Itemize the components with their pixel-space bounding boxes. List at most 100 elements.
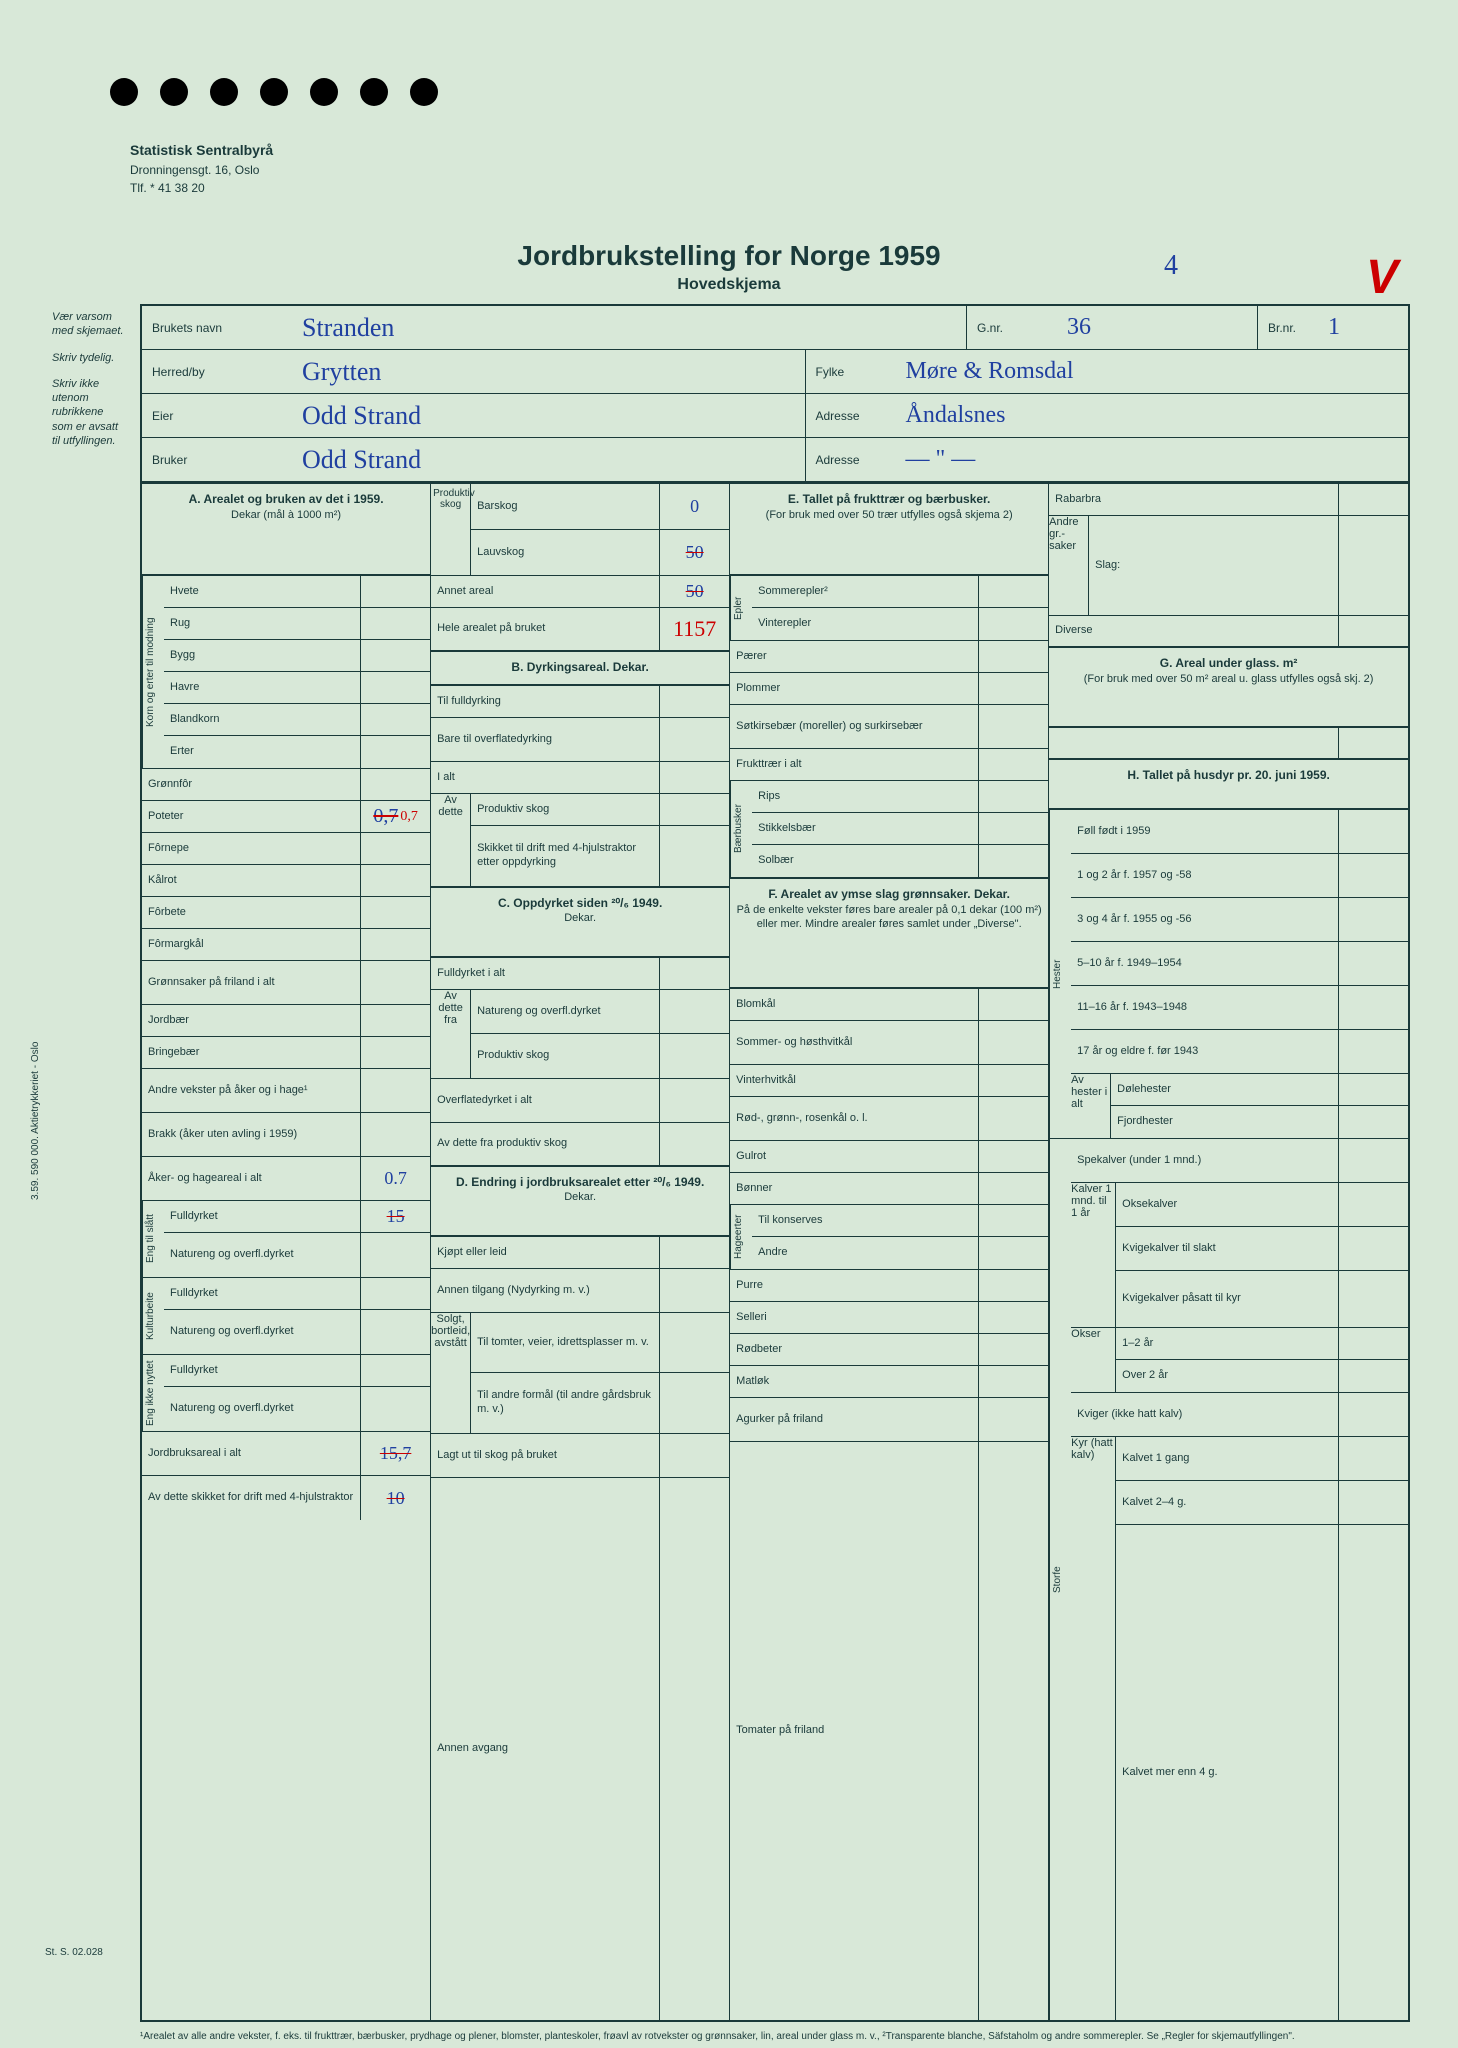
poteter-val: 0,70,7 [360,801,430,832]
f-row-0: Blomkål [730,989,978,1020]
row-blandkorn: Blandkorn [164,704,360,735]
h-kalv-2: Kvigekalver påsatt til kyr [1116,1271,1338,1327]
epler-vlabel: Epler [730,576,752,640]
brnr-label: Br.nr. [1258,321,1328,335]
b-sub-1: Skikket til drift med 4-hjulstraktor ett… [471,826,659,886]
eier-label: Eier [142,409,282,423]
c-row2-0: Overflatedyrket i alt [431,1079,659,1122]
h-hest-0: Føll født i 1959 [1071,810,1338,853]
brukets-navn-label: Brukets navn [142,321,282,335]
row-gronnfor: Grønnfôr [142,769,360,800]
column-b: Produktiv skog Barskog0 Lauvskog50 Annet… [431,484,730,2020]
section-d-title: D. Endring i jordbruksarealet etter ²⁰/₆… [456,1175,704,1189]
b-av-dette: Av dette [431,794,471,886]
e-baer-2: Solbær [752,845,978,877]
gnr-value: 36 [1057,314,1257,341]
row-ei-fulldyrket: Fulldyrket [164,1355,360,1386]
row-rug: Rug [164,608,360,639]
row-havre: Havre [164,672,360,703]
c-row2-1: Av dette fra produktiv skog [431,1123,659,1165]
c-row-0: Fulldyrket i alt [431,958,659,989]
jordbruksareal-val: 15,7 [360,1432,430,1475]
row-kb-fulldyrket: Fulldyrket [164,1278,360,1309]
bureau-phone: Tlf. * 41 38 20 [130,179,273,197]
herred-label: Herred/by [142,365,282,379]
h-oks-1: Over 2 år [1116,1360,1338,1392]
d-row-1: Annen tilgang (Nydyrking m. v.) [431,1269,659,1312]
f-row2-0: Purre [730,1270,978,1301]
h-kalv-0: Oksekalver [1116,1183,1338,1226]
column-g: Rabarbra Andre gr.-saker Slag: Diverse G… [1049,484,1408,2020]
brnr-value: 1 [1328,314,1408,341]
annet-label: Annet areal [431,576,659,607]
f-hage-0: Til konserves [752,1205,978,1236]
blue-four: 4 [1164,250,1178,282]
e-baer-1: Stikkelsbær [752,813,978,844]
title: Jordbrukstelling for Norge 1959 [50,240,1408,272]
f-row2-3: Matløk [730,1366,978,1397]
e-epler-0: Sommerepler² [752,576,978,607]
lauvskog-label: Lauvskog [471,530,659,575]
hester-vlabel: Hester [1049,810,1071,1138]
prod-skog-label: Produktiv skog [431,484,471,575]
f-row2-1: Selleri [730,1302,978,1333]
row-forbete: Fôrbete [142,897,360,928]
f-row2-5: Tomater på friland [730,1442,978,2020]
fylke-value: Møre & Romsdal [896,358,1409,385]
brukets-navn-value: Stranden [282,313,966,343]
subtitle: Hovedskjema [50,276,1408,294]
d-row-0: Kjøpt eller leid [431,1237,659,1268]
bureau-address: Dronningensgt. 16, Oslo [130,161,273,179]
e-epler-1: Vinterepler [752,608,978,640]
kalver-label: Kalver 1 mnd. til 1 år [1071,1183,1116,1327]
body-grid: A. Arealet og bruken av det i 1959. Deka… [140,482,1410,2022]
andre-gr-label: Andre gr.-saker [1049,516,1089,615]
h-hest-3: 5–10 år f. 1949–1954 [1071,942,1338,985]
gnr-label: G.nr. [967,321,1057,335]
row-poteter: Poteter [142,801,360,832]
header-fields: Brukets navn Stranden G.nr. 36 Br.nr. 1 … [140,304,1410,482]
section-h-title: H. Tallet på husdyr pr. 20. juni 1959. [1127,768,1330,782]
c-av-dette: Av dette fra [431,990,471,1078]
e-row-2: Søtkirsebær (moreller) og surkirsebær [730,705,978,748]
storfe-vlabel: Storfe [1049,1139,1071,2020]
lauvskog-val: 50 [659,530,729,575]
skikket-val: 10 [360,1476,430,1520]
hele-val: 1157 [659,608,729,650]
b-row-1: Bare til overflatedyrking [431,718,659,761]
print-code: 3.59. 590 000. Aktietrykkeriet - Oslo [30,1042,41,1200]
e-row-3: Frukttrær i alt [730,749,978,780]
f-row2-4: Agurker på friland [730,1398,978,1441]
row-ei-natureng: Natureng og overfl.dyrket [164,1387,360,1431]
b-row-0: Til fulldyrking [431,686,659,717]
eng-ikke-vlabel: Eng ikke nyttet [142,1355,164,1431]
barskog-label: Barskog [471,484,659,529]
bureau-name: Statistisk Sentralbyrå [130,140,273,161]
hage-vlabel: Hageerter [730,1205,752,1269]
row-bygg: Bygg [164,640,360,671]
aker-val: 0.7 [360,1157,430,1200]
section-a-title: A. Arealet og bruken av det i 1959. [189,492,384,506]
bruker-value: Odd Strand [282,445,805,475]
h-kyr-2: Kalvet mer enn 4 g. [1116,1525,1338,2020]
d-solgt-1: Til andre formål (til andre gårdsbruk m.… [471,1373,659,1433]
e-row-0: Pærer [730,641,978,672]
c-sub-0: Natureng og overfl.dyrket [471,990,659,1033]
row-gronnsaker: Grønnsaker på friland i alt [142,961,360,1004]
row-eng-natureng: Natureng og overfl.dyrket [164,1233,360,1277]
main-title: Jordbrukstelling for Norge 1959 Hovedskj… [50,240,1408,294]
rabarbra: Rabarbra [1049,484,1338,515]
d-row2-1: Annen avgang [431,1478,659,2020]
okser-label: Okser [1071,1328,1116,1392]
spekalver: Spekalver (under 1 mnd.) [1071,1139,1338,1182]
d-solgt-0: Til tomter, veier, idrettsplasser m. v. [471,1313,659,1372]
section-e-title: E. Tallet på frukttrær og bærbusker. [788,492,991,506]
adresse1-value: Åndalsnes [896,402,1409,429]
adresse2-label: Adresse [806,453,896,467]
h-avh-0: Dølehester [1111,1074,1338,1105]
row-erter: Erter [164,736,360,768]
h-kyr-0: Kalvet 1 gang [1116,1437,1338,1480]
section-f-title: F. Arealet av ymse slag grønnsaker. Deka… [768,887,1010,901]
adresse2-value: — " — [896,446,1409,473]
h-oks-0: 1–2 år [1116,1328,1338,1359]
